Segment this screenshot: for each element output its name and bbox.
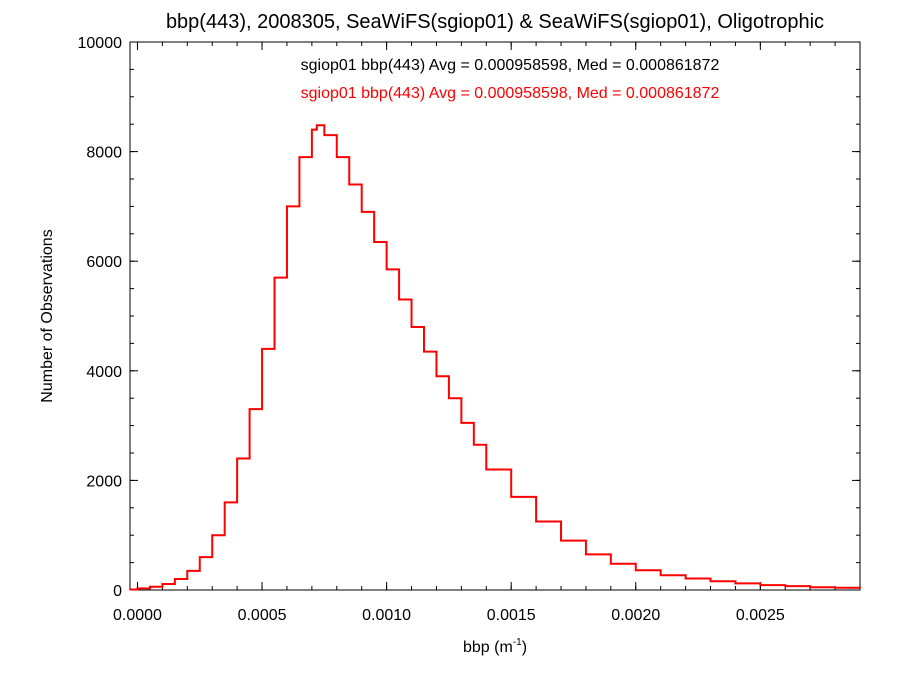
- x-tick-label: 0.0020: [611, 607, 660, 624]
- x-tick-label: 0.0000: [113, 607, 162, 624]
- x-tick-label: 0.0025: [736, 607, 785, 624]
- x-tick-label: 0.0005: [238, 607, 287, 624]
- y-tick-label: 2000: [86, 473, 122, 490]
- y-tick-label: 8000: [86, 145, 122, 162]
- x-tick-label: 0.0010: [362, 607, 411, 624]
- x-axis-label-close: ): [522, 639, 527, 656]
- y-tick-label: 0: [113, 583, 122, 600]
- series-layer: [130, 124, 861, 591]
- y-tick-label: 6000: [86, 254, 122, 271]
- plot-frame: [129, 41, 861, 591]
- y-tick-label: 10000: [78, 35, 123, 52]
- x-tick-label: 0.0015: [487, 607, 536, 624]
- histogram-series-line: [130, 124, 861, 591]
- x-axis-label-superscript: -1: [513, 637, 522, 648]
- y-axis-ticks: 0 2000 4000 6000 8000 10000: [78, 35, 860, 600]
- y-tick-label: 4000: [86, 364, 122, 381]
- y-axis-label: Number of Observations: [39, 229, 56, 402]
- x-axis-label: bbp (m-1): [463, 637, 527, 656]
- x-axis-ticks: 0.0000 0.0005 0.0010 0.0015 0.0020 0.0025: [113, 42, 861, 624]
- legend-entry-2: sgiop01 bbp(443) Avg = 0.000958598, Med …: [301, 85, 720, 102]
- chart-title: bbp(443), 2008305, SeaWiFS(sgiop01) & Se…: [166, 11, 824, 33]
- legend-entry-1: sgiop01 bbp(443) Avg = 0.000958598, Med …: [301, 57, 720, 74]
- x-axis-label-main: bbp (m: [463, 639, 513, 656]
